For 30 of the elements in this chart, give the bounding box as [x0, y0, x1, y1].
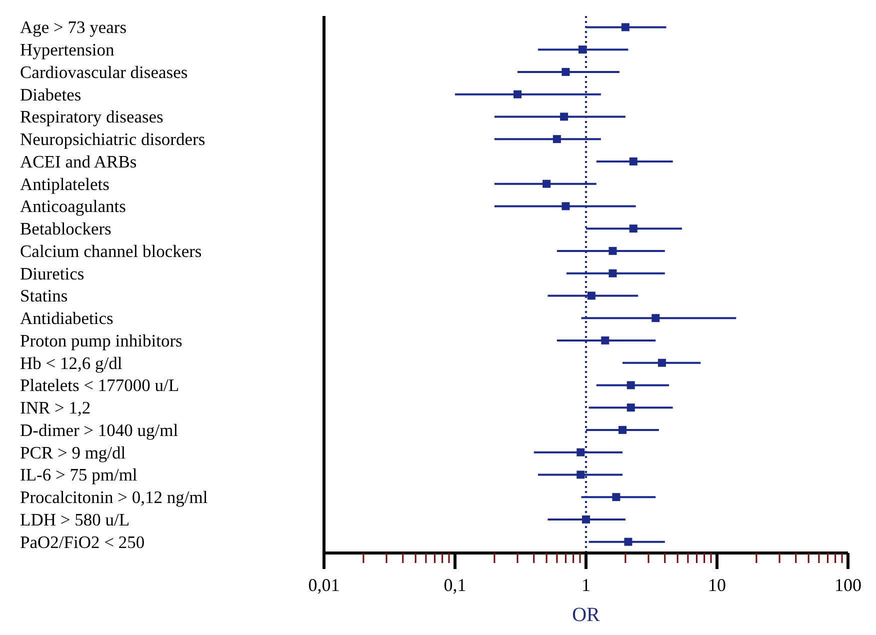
y-tick-label: Hb < 12,6 g/dl	[20, 352, 122, 373]
y-tick-label: Procalcitonin > 0,12 ng/ml	[20, 487, 208, 508]
x-tick-label: 1	[582, 575, 590, 595]
y-tick-label: D-dimer > 1040 ug/ml	[20, 420, 178, 440]
x-tick-label: 0,1	[444, 575, 466, 595]
y-tick-label: Age > 73 years	[20, 17, 127, 38]
y-tick-label: Proton pump inhibitors	[20, 330, 183, 350]
x-axis-title: OR	[572, 604, 601, 626]
y-tick-label: PCR > 9 mg/dl	[20, 442, 126, 462]
y-tick-label: Respiratory diseases	[20, 106, 164, 127]
y-tick-label: INR > 1,2	[20, 398, 91, 418]
y-tick-label: IL-6 > 75 pm/ml	[20, 464, 138, 485]
y-tick-label: Antiplatelets	[20, 174, 110, 194]
y-tick-label: Platelets < 177000 u/L	[20, 375, 180, 396]
y-tick-label: Anticoagulants	[20, 196, 126, 216]
y-tick-label: Cardiovascular diseases	[20, 62, 188, 82]
y-tick-label: PaO2/FiO2 < 250	[20, 532, 145, 552]
y-tick-label: Diuretics	[20, 263, 84, 284]
y-tick-label: ACEI and ARBs	[20, 151, 137, 172]
y-tick-label: LDH > 580 u/L	[20, 509, 130, 530]
y-tick-label: Calcium channel blockers	[20, 240, 202, 261]
x-tick-label: 10	[708, 575, 726, 595]
y-tick-label: Hypertension	[20, 40, 115, 60]
y-tick-label: Diabetes	[20, 84, 82, 104]
y-tick-label: Statins	[20, 286, 68, 306]
x-tick-label: 100	[834, 575, 862, 595]
y-tick-label: Betablockers	[20, 218, 112, 239]
y-tick-label: Antidiabetics	[20, 308, 114, 328]
x-tick-label: 0,01	[308, 575, 340, 595]
y-tick-label: Neuropsichiatric disorders	[20, 129, 206, 150]
